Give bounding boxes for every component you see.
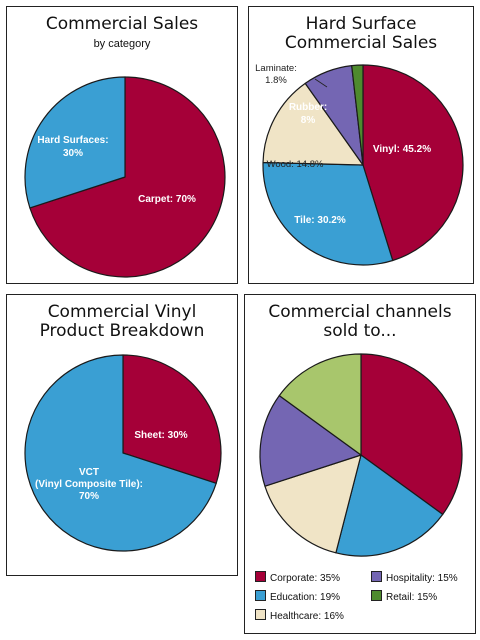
pie-slice-hard-surfaces xyxy=(24,76,126,209)
slice-label-vinyl: Vinyl: 45.2% xyxy=(373,144,431,155)
legend-swatch xyxy=(255,571,266,582)
pie-slice-tile xyxy=(262,161,394,266)
chart-title-line2: Product Breakdown xyxy=(39,321,205,341)
pie-slice-education xyxy=(335,454,444,557)
slice-label-wood: Wood: 14.8% xyxy=(267,159,324,170)
laminate-leader-line xyxy=(314,78,328,88)
panel-hard-surface-sales: Hard Surface Commercial Sales Vinyl: 45.… xyxy=(248,6,474,284)
legend-item-healthcare: Healthcare: 16% xyxy=(255,609,344,622)
pie-slice-healthcare xyxy=(264,454,362,554)
chart-title: Commercial Sales xyxy=(45,14,199,34)
slice-label-rubber-line2: 8% xyxy=(301,115,316,126)
pie-slice-hospitality xyxy=(259,395,362,487)
legend-label: Corporate: 35% xyxy=(270,573,341,584)
legend-item-hospitality: Hospitality: 15% xyxy=(371,571,458,584)
slice-label-vct-line1: VCT xyxy=(79,467,99,478)
chart-title-line1: Hard Surface xyxy=(305,14,417,34)
chart-title-line1: Commercial channels xyxy=(268,302,452,322)
pie-slice-corporate xyxy=(360,353,463,515)
pie-chart: Carpet: 70% Hard Surfaces: 30% xyxy=(24,76,226,278)
slice-label-tile: Tile: 30.2% xyxy=(294,215,346,226)
slice-label-carpet: Carpet: 70% xyxy=(138,194,196,205)
slice-label-hard-surfaces-line2: 30% xyxy=(63,148,83,159)
legend-swatch xyxy=(255,609,266,620)
slice-label-laminate-line2: 1.8% xyxy=(265,75,287,86)
legend-item-education: Education: 19% xyxy=(255,590,340,603)
chart-title-line1: Commercial Vinyl xyxy=(47,302,197,322)
legend-label: Healthcare: 16% xyxy=(270,611,344,622)
pie-slice-vinyl xyxy=(362,64,464,262)
legend-label: Retail: 15% xyxy=(386,592,438,603)
pie-slice-laminate xyxy=(351,64,364,166)
pie-slice-wood xyxy=(262,82,364,166)
legend-swatch xyxy=(371,590,382,601)
legend-swatch xyxy=(255,590,266,601)
panel-commercial-channels: Commercial channels sold to... Corporate… xyxy=(244,294,476,634)
pie-slice-sheet xyxy=(122,354,222,484)
panel-commercial-sales: Commercial Sales by category Carpet: 70%… xyxy=(6,6,238,284)
chart-subtitle: by category xyxy=(93,38,151,50)
legend-item-retail: Retail: 15% xyxy=(371,590,437,603)
pie-slice-vct-vinyl-composite-tile xyxy=(24,354,217,552)
pie-chart xyxy=(259,353,463,557)
pie-chart: Sheet: 30% VCT (Vinyl Composite Tile): 7… xyxy=(24,354,222,552)
slice-label-vct-line2: (Vinyl Composite Tile): xyxy=(35,479,143,490)
slice-label-rubber-line1: Rubber: xyxy=(289,102,327,113)
pie-slice-carpet xyxy=(29,76,226,278)
legend-label: Education: 19% xyxy=(270,592,341,603)
pie-chart: Vinyl: 45.2% Tile: 30.2% Wood: 14.8% Rub… xyxy=(255,63,464,266)
legend-label: Hospitality: 15% xyxy=(386,573,458,584)
slice-label-sheet: Sheet: 30% xyxy=(134,430,187,441)
slice-label-vct-line3: 70% xyxy=(79,491,99,502)
legend-item-corporate: Corporate: 35% xyxy=(255,571,340,584)
panel-vinyl-breakdown: Commercial Vinyl Product Breakdown Sheet… xyxy=(6,294,238,576)
chart-title-line2: Commercial Sales xyxy=(284,33,438,53)
slice-label-laminate-line1: Laminate: xyxy=(255,63,297,74)
chart-title-line2: sold to... xyxy=(323,321,397,341)
pie-slice-retail xyxy=(278,353,362,456)
slice-label-hard-surfaces-line1: Hard Surfaces: xyxy=(37,135,108,146)
legend-swatch xyxy=(371,571,382,582)
